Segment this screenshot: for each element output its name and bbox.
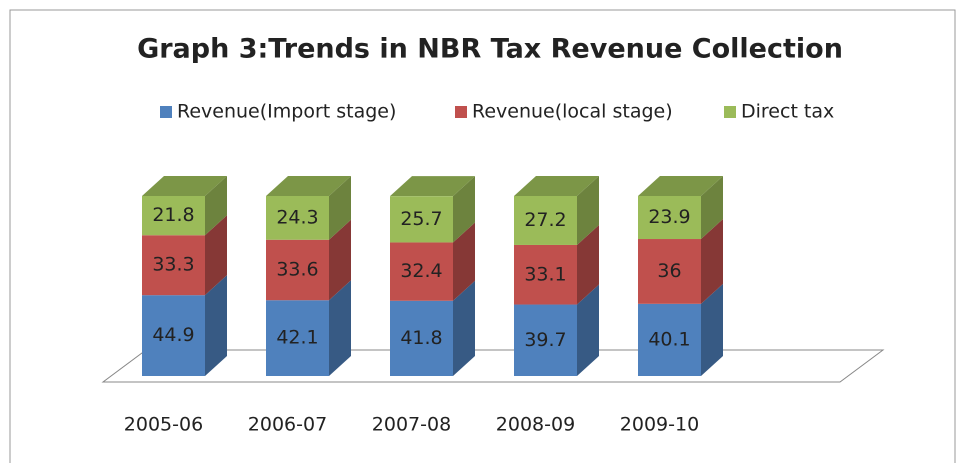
data-label: 36 — [657, 260, 681, 282]
data-label: 25.7 — [400, 208, 442, 230]
bar-side — [577, 224, 599, 305]
bar — [142, 196, 205, 236]
bar-side — [329, 176, 351, 240]
bar — [390, 242, 453, 301]
bar-side — [329, 219, 351, 301]
legend-label: Revenue(Import stage) — [177, 101, 396, 123]
bar-side — [453, 222, 475, 301]
chart-title: Graph 3:Trends in NBR Tax Revenue Collec… — [137, 34, 843, 65]
x-tick-label: 2006-07 — [248, 414, 327, 436]
legend-label: Direct tax — [741, 101, 834, 123]
bar-side — [205, 215, 227, 296]
bar-side — [205, 176, 227, 236]
bar — [142, 235, 205, 296]
bar — [514, 196, 577, 245]
bar-side — [701, 176, 723, 240]
bar-side — [329, 280, 351, 376]
bar-side — [453, 176, 475, 243]
bar — [638, 303, 701, 376]
bar — [390, 196, 453, 243]
bar-side — [577, 284, 599, 376]
bar — [514, 304, 577, 376]
bar-top — [514, 176, 599, 196]
bar — [390, 300, 453, 376]
x-tick-label: 2007-08 — [372, 414, 451, 436]
bar-side — [577, 176, 599, 245]
bar-top — [266, 176, 351, 196]
x-tick-label: 2009-10 — [620, 414, 699, 436]
bar-top — [142, 176, 227, 196]
data-label: 33.1 — [524, 263, 566, 285]
data-label: 27.2 — [524, 209, 566, 231]
bar — [266, 196, 329, 240]
data-label: 40.1 — [648, 328, 690, 350]
data-label: 23.9 — [648, 206, 690, 228]
bar-side — [205, 275, 227, 376]
legend-label: Revenue(local stage) — [472, 101, 673, 123]
bar-side — [701, 283, 723, 376]
data-label: 32.4 — [400, 260, 442, 282]
bar — [514, 244, 577, 305]
data-label: 39.7 — [524, 329, 566, 351]
data-label: 42.1 — [276, 327, 318, 349]
bar-top — [638, 176, 723, 196]
bar-top — [390, 176, 475, 197]
legend-swatch — [455, 106, 467, 118]
data-label: 33.6 — [276, 258, 318, 280]
data-label: 41.8 — [400, 327, 442, 349]
bar-side — [453, 280, 475, 376]
legend-swatch — [160, 106, 172, 118]
data-label: 33.3 — [152, 254, 194, 276]
legend-swatch — [724, 106, 736, 118]
bar-side — [701, 219, 723, 304]
bar — [266, 239, 329, 301]
x-tick-label: 2005-06 — [124, 414, 203, 436]
bar — [266, 300, 329, 376]
bar — [142, 295, 205, 376]
data-label: 21.8 — [152, 204, 194, 226]
data-label: 44.9 — [152, 324, 194, 346]
bar — [638, 239, 701, 304]
data-label: 24.3 — [276, 206, 318, 228]
bar — [638, 196, 701, 240]
x-tick-label: 2008-09 — [496, 414, 575, 436]
